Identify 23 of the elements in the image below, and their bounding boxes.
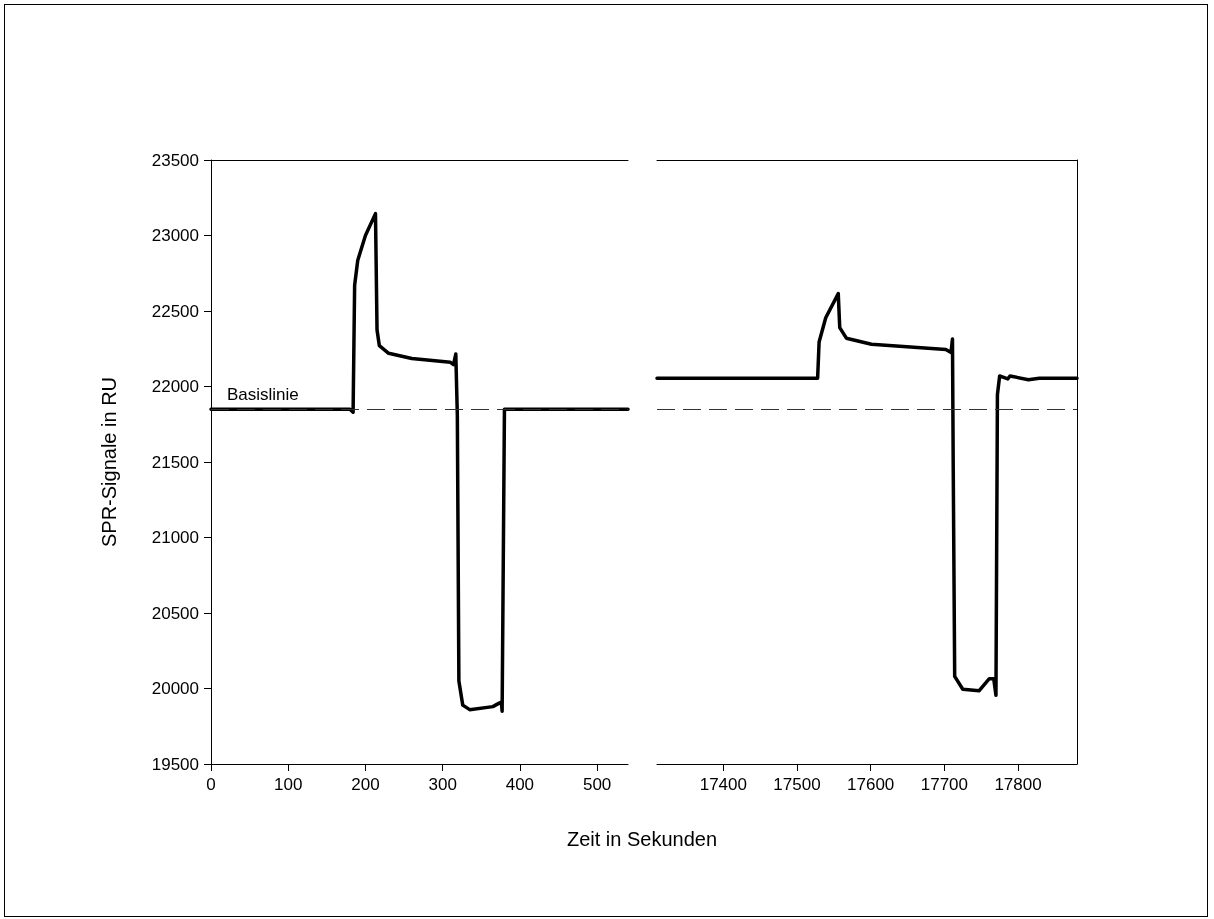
y-axis-title: SPR-Signale in RU — [98, 376, 120, 548]
x-tick-label: 200 — [351, 775, 380, 794]
y-tick-label: 20000 — [151, 679, 199, 698]
x-tick-label: 17800 — [994, 775, 1042, 794]
y-tick-label: 21500 — [151, 452, 199, 472]
y-tick-label: 22500 — [151, 301, 199, 321]
y-tick-label: 23500 — [151, 150, 199, 170]
x-tick-label: 17700 — [920, 775, 969, 794]
x-axis-title: Zeit in Sekunden — [565, 828, 719, 851]
x-tick-label: 300 — [428, 775, 457, 794]
y-tick-label: 20500 — [151, 603, 199, 623]
y-tick-label: 22000 — [151, 377, 199, 396]
y-tick-label: 19500 — [151, 754, 199, 774]
x-tick-label: 17600 — [847, 775, 895, 794]
x-tick-label: 17400 — [699, 775, 747, 794]
x-tick-label: 100 — [274, 775, 303, 794]
x-tick-label: 500 — [582, 775, 612, 794]
y-tick-label: 21000 — [151, 528, 199, 547]
x-tick-label: 0 — [206, 775, 216, 794]
x-tick-label: 400 — [505, 775, 535, 794]
ref-line-label: Basislinie — [227, 385, 299, 405]
x-tick-label: 17500 — [773, 775, 821, 794]
y-tick-label: 23000 — [151, 226, 199, 245]
